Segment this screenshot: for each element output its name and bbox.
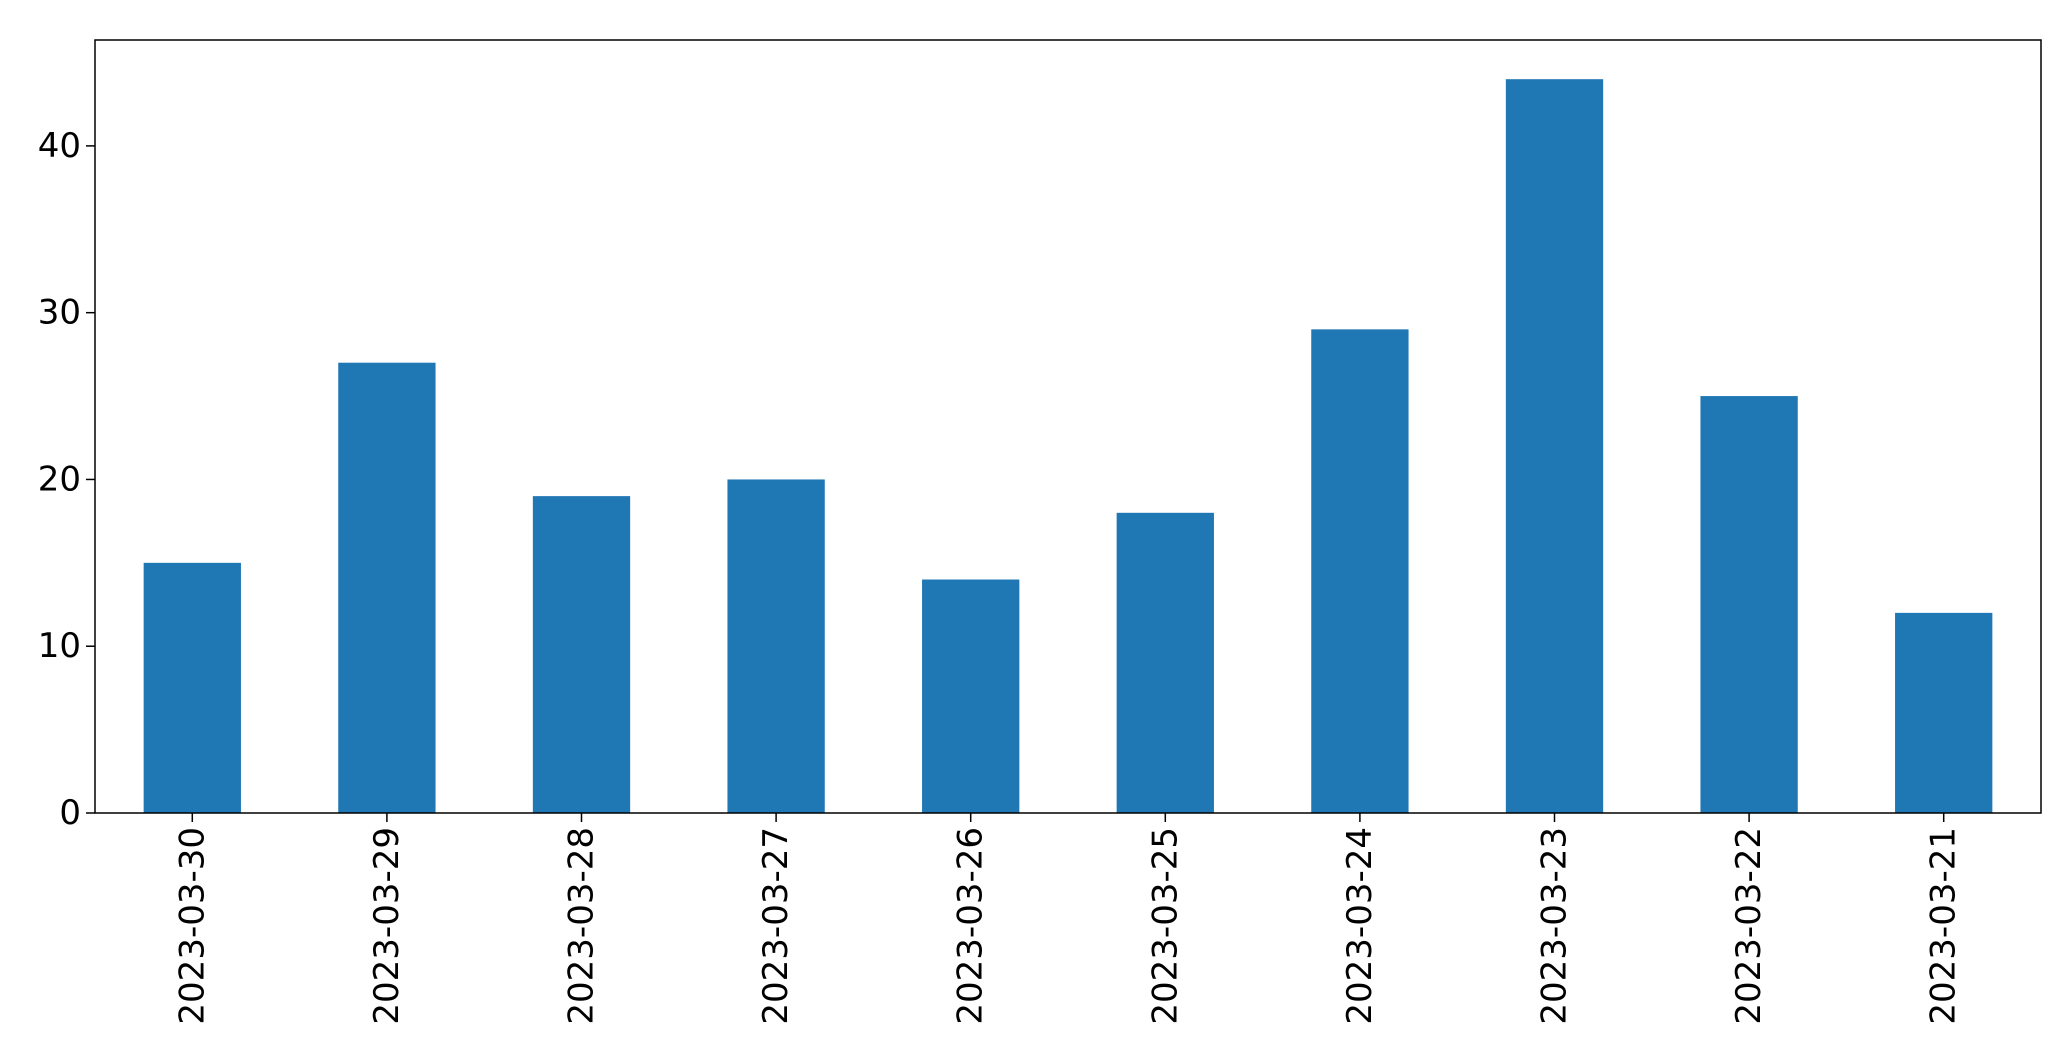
- bar: [1505, 79, 1604, 813]
- y-axis: 0 10 20 30 40: [38, 126, 95, 833]
- bar: [1700, 396, 1798, 813]
- x-tick-label: 2023-03-25: [1145, 827, 1185, 1025]
- bar: [727, 479, 825, 813]
- y-tick-label: 10: [38, 626, 81, 666]
- bar-series: [143, 79, 1993, 813]
- x-axis: 2023-03-30 2023-03-29 2023-03-28 2023-03-27…: [172, 813, 1964, 1025]
- plot-frame: [94, 39, 2042, 814]
- bar: [1895, 612, 1993, 813]
- bar: [143, 562, 241, 813]
- y-tick-label: 30: [38, 293, 81, 333]
- y-tick-label: 40: [38, 126, 81, 166]
- x-tick-label: 2023-03-27: [756, 827, 796, 1025]
- x-tick-label: 2023-03-23: [1535, 827, 1575, 1025]
- x-tick-label: 2023-03-30: [172, 827, 212, 1025]
- x-tick-label: 2023-03-24: [1340, 827, 1380, 1025]
- bar: [338, 362, 436, 813]
- x-tick-label: 2023-03-28: [562, 827, 602, 1025]
- y-tick-label: 20: [38, 459, 81, 499]
- bar: [532, 496, 631, 813]
- bar: [922, 579, 1020, 813]
- bar: [1116, 512, 1214, 813]
- bar: [1311, 329, 1409, 813]
- x-tick-label: 2023-03-22: [1729, 827, 1769, 1025]
- x-tick-label: 2023-03-29: [367, 827, 407, 1025]
- x-tick-label: 2023-03-21: [1924, 827, 1964, 1025]
- x-tick-label: 2023-03-26: [951, 827, 991, 1025]
- y-tick-label: 0: [59, 793, 81, 833]
